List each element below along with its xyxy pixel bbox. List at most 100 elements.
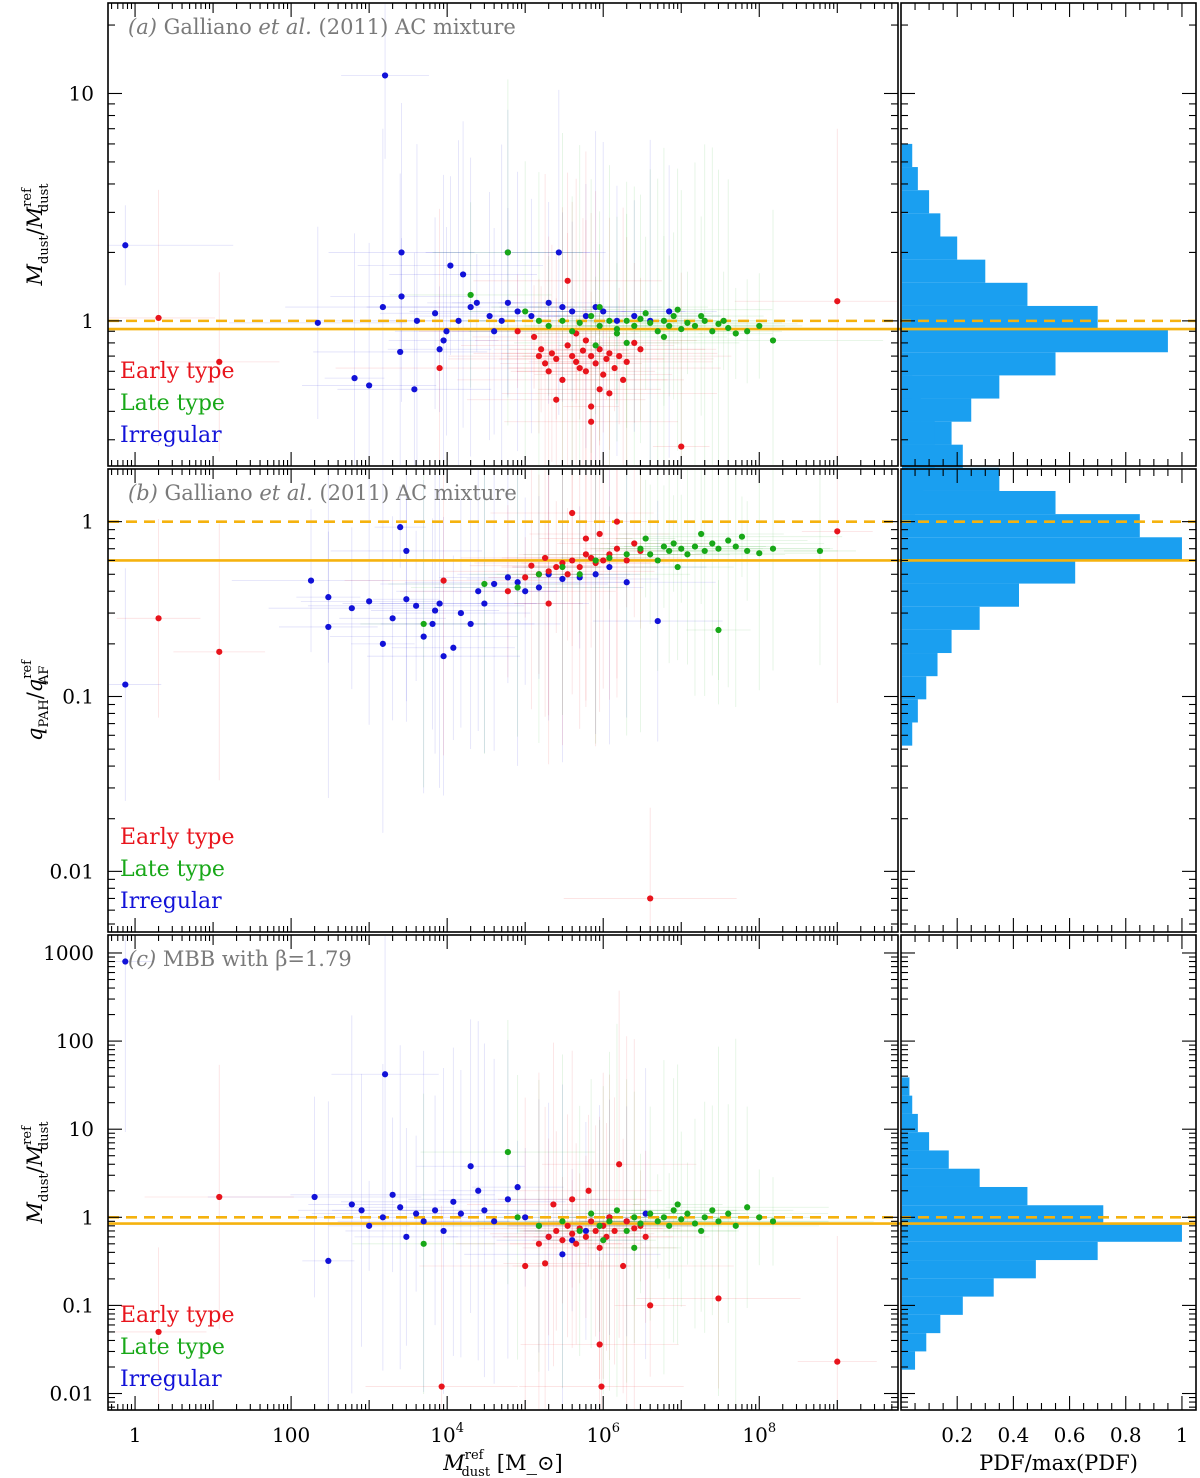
reference-lines-layer xyxy=(108,319,1196,1225)
histogram-bar xyxy=(902,1132,930,1151)
data-point-late-type xyxy=(684,551,691,558)
data-point-irregular xyxy=(307,577,315,584)
data-point-late-type xyxy=(637,315,644,323)
data-point-late-type xyxy=(715,1218,722,1225)
data-point-irregular xyxy=(491,328,498,335)
data-point-early-type xyxy=(553,355,560,363)
data-point-early-type xyxy=(647,1302,654,1309)
data-point-irregular xyxy=(545,299,552,306)
data-point-late-type xyxy=(725,537,732,544)
data-point-late-type xyxy=(504,1148,511,1156)
data-point-late-type xyxy=(660,1214,668,1221)
data-point-irregular xyxy=(475,588,482,595)
data-point-late-type xyxy=(559,563,566,571)
legend-late-type: Late type xyxy=(120,391,225,416)
histogram-bar xyxy=(902,1223,1182,1242)
data-point-irregular xyxy=(379,303,386,311)
data-point-late-type xyxy=(738,533,746,540)
histogram-bar xyxy=(902,676,927,700)
legend-early-type: Early type xyxy=(120,1303,235,1328)
data-point-irregular xyxy=(613,317,621,324)
data-point-late-type xyxy=(732,330,739,337)
histogram-bar xyxy=(902,352,1056,376)
histogram-bar xyxy=(902,305,1098,330)
data-point-late-type xyxy=(691,1220,699,1227)
data-point-late-type xyxy=(744,328,751,335)
data-point-early-type xyxy=(155,1328,162,1336)
data-point-late-type xyxy=(504,249,511,256)
histogram-bar xyxy=(902,1077,910,1096)
data-point-late-type xyxy=(596,1222,603,1229)
data-point-irregular xyxy=(450,1198,457,1205)
data-point-early-type xyxy=(553,1227,560,1235)
data-point-late-type xyxy=(642,535,649,542)
histogram-frame xyxy=(900,934,1197,1411)
data-point-early-type xyxy=(545,368,552,375)
data-point-early-type xyxy=(631,540,638,547)
data-point-irregular xyxy=(606,563,613,571)
data-point-irregular xyxy=(555,249,562,256)
y-tick-label: 100 xyxy=(56,1029,94,1053)
y-tick-label: 1000 xyxy=(43,941,94,965)
data-point-irregular xyxy=(429,620,436,628)
data-point-early-type xyxy=(834,298,841,305)
data-point-early-type xyxy=(569,1230,576,1237)
data-point-early-type xyxy=(522,1262,529,1270)
data-point-early-type xyxy=(564,571,571,578)
histogram-frame xyxy=(900,2,1197,467)
data-point-early-type xyxy=(588,1218,595,1225)
histogram-bar xyxy=(902,1150,949,1169)
data-point-early-type xyxy=(616,1161,623,1168)
data-point-late-type xyxy=(725,1210,732,1217)
data-point-early-type xyxy=(538,346,545,353)
data-point-late-type xyxy=(691,322,699,330)
data-point-early-type xyxy=(564,277,571,284)
data-point-late-type xyxy=(576,571,583,578)
y-tick-label: 10 xyxy=(69,1117,94,1141)
scatter-points-layer xyxy=(122,72,841,1390)
data-point-early-type xyxy=(596,1341,603,1348)
data-point-early-type xyxy=(579,347,587,354)
histogram-bar xyxy=(902,629,952,654)
histogram-bar xyxy=(902,583,1019,607)
data-point-irregular xyxy=(450,644,457,651)
data-point-late-type xyxy=(701,547,708,555)
data-point-irregular xyxy=(623,579,630,586)
data-point-late-type xyxy=(613,326,621,333)
hist-x-tick-label: 0.8 xyxy=(1110,1423,1142,1447)
data-point-early-type xyxy=(631,1225,638,1232)
data-point-irregular xyxy=(413,1210,420,1217)
data-point-late-type xyxy=(660,543,668,550)
data-point-early-type xyxy=(631,339,638,347)
data-point-irregular xyxy=(457,1210,464,1217)
data-point-early-type xyxy=(545,1233,552,1240)
panel-title: (a) Galliano et al. (2011) AC mixture xyxy=(128,15,516,39)
histogram-bar xyxy=(902,375,913,399)
data-point-late-type xyxy=(666,1222,673,1229)
data-point-late-type xyxy=(701,1214,708,1221)
data-point-irregular xyxy=(122,242,129,249)
y-tick-label: 1 xyxy=(81,309,94,333)
data-point-early-type xyxy=(216,358,223,366)
data-point-late-type xyxy=(545,322,552,330)
data-point-early-type xyxy=(678,443,685,450)
data-point-late-type xyxy=(654,557,661,564)
x-tick-label: 104 xyxy=(430,1421,464,1447)
data-point-irregular xyxy=(348,1201,355,1208)
data-point-early-type xyxy=(535,352,543,360)
data-point-early-type xyxy=(576,364,583,372)
data-point-late-type xyxy=(596,303,603,311)
data-point-irregular xyxy=(642,1210,649,1217)
data-point-late-type xyxy=(720,317,727,324)
data-point-irregular xyxy=(431,607,439,614)
data-point-irregular xyxy=(403,1233,410,1240)
histogram-bar xyxy=(902,1351,916,1370)
histogram-frame xyxy=(900,468,1197,933)
data-point-early-type xyxy=(582,368,589,375)
data-point-irregular xyxy=(366,1222,373,1229)
data-point-early-type xyxy=(548,350,556,357)
data-point-irregular xyxy=(447,262,454,269)
panel-title: (b) Galliano et al. (2011) AC mixture xyxy=(128,481,517,505)
data-point-late-type xyxy=(467,291,474,299)
data-point-early-type xyxy=(611,364,618,372)
